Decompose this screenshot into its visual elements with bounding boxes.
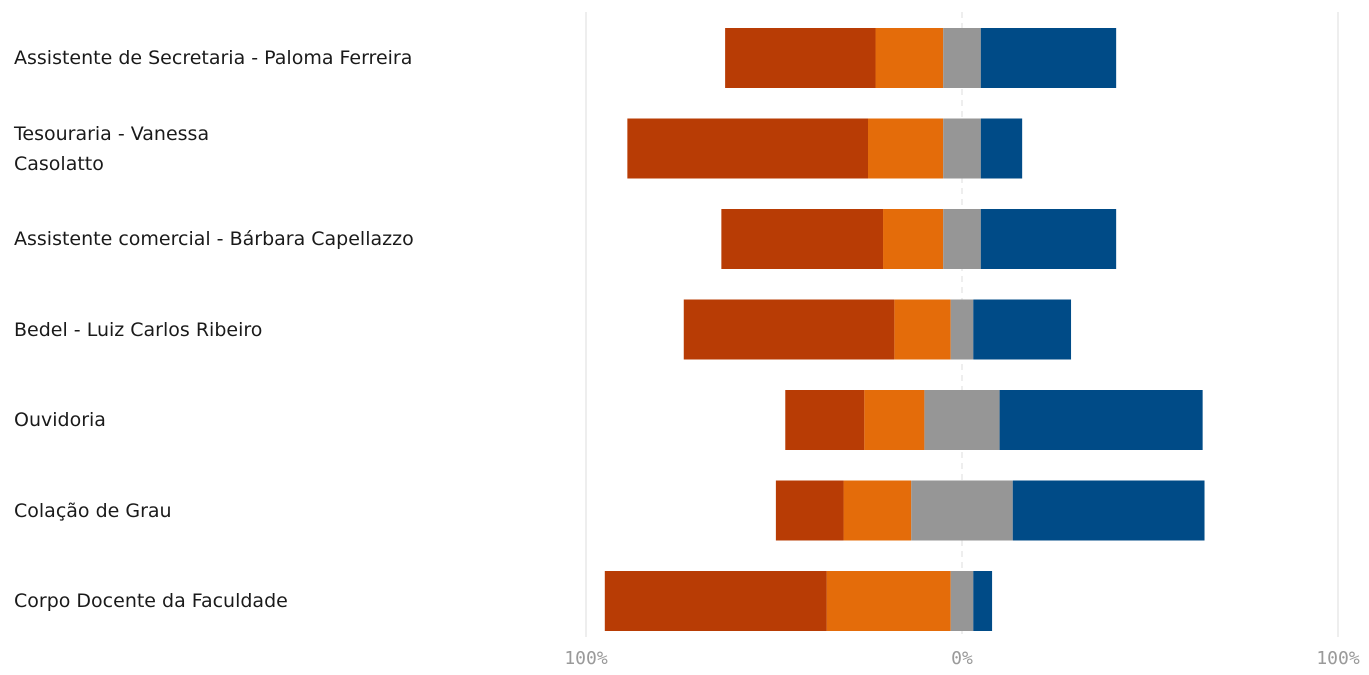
bar-series2-row4 bbox=[924, 390, 1000, 450]
bar-series3-row0 bbox=[980, 28, 1117, 88]
bar-series0-row1 bbox=[627, 118, 868, 179]
bar-series1-row1 bbox=[868, 118, 944, 179]
bar-series0-row3 bbox=[683, 299, 895, 360]
bar-series1-row3 bbox=[894, 299, 951, 360]
category-label-0: Assistente de Secretaria - Paloma Ferrei… bbox=[14, 47, 413, 69]
x-tick-label-1: 0% bbox=[951, 648, 973, 669]
bar-series3-row3 bbox=[973, 299, 1072, 360]
bar-series1-row0 bbox=[875, 28, 944, 88]
bar-series2-row3 bbox=[950, 299, 974, 360]
bar-series2-row2 bbox=[943, 209, 981, 269]
bar-series0-row5 bbox=[775, 480, 844, 541]
x-tick-label-2: 100% bbox=[1316, 648, 1360, 669]
bar-series0-row0 bbox=[725, 28, 876, 88]
category-label-3: Bedel - Luiz Carlos Ribeiro bbox=[14, 318, 263, 341]
bar-series2-row0 bbox=[943, 28, 981, 88]
bar-series0-row2 bbox=[721, 209, 884, 269]
category-label-6: Corpo Docente da Faculdade bbox=[14, 590, 288, 612]
bar-series1-row5 bbox=[843, 480, 912, 541]
bar-series0-row4 bbox=[785, 390, 865, 450]
bar-series3-row2 bbox=[980, 209, 1117, 269]
bar-series1-row6 bbox=[826, 571, 951, 631]
bar-series2-row5 bbox=[911, 480, 1013, 541]
x-tick-label-0: 100% bbox=[564, 648, 608, 669]
bar-series1-row4 bbox=[864, 390, 925, 450]
bar-series2-row6 bbox=[950, 571, 974, 631]
category-label-1: Tesouraria - Vanessa Casolatto bbox=[14, 122, 210, 175]
bar-series1-row2 bbox=[883, 209, 944, 269]
bar-series3-row1 bbox=[980, 118, 1023, 179]
category-label-4: Ouvidoria bbox=[14, 409, 106, 431]
bar-series2-row1 bbox=[943, 118, 981, 179]
bar-series3-row6 bbox=[973, 571, 993, 631]
bar-series3-row5 bbox=[1012, 480, 1205, 541]
bar-series0-row6 bbox=[604, 571, 827, 631]
bar-series3-row4 bbox=[999, 390, 1203, 450]
category-label-5: Colação de Grau bbox=[14, 499, 172, 522]
category-label-2: Assistente comercial - Bárbara Capellazz… bbox=[14, 228, 414, 250]
